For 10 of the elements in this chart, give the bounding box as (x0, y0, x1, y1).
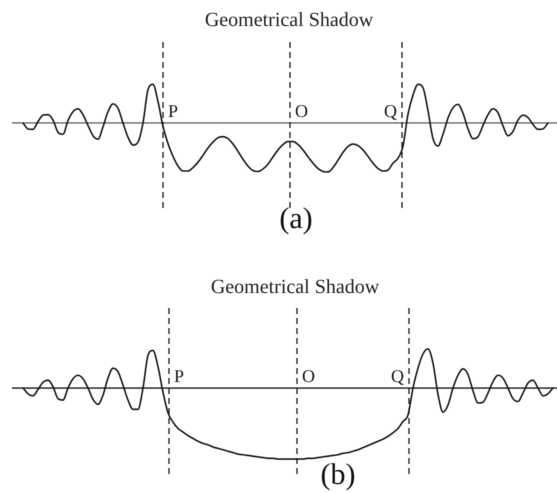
annotation: Q (384, 100, 397, 121)
chart-title: Geometrical Shadow (210, 275, 380, 299)
x-axis-title: (a) (279, 202, 313, 236)
x-axis-title: (b) (320, 458, 356, 492)
annotation: Q (391, 366, 404, 386)
annotation: O (295, 100, 308, 121)
annotation: O (302, 366, 315, 386)
annotation: P (168, 100, 178, 121)
annotation: P (174, 366, 184, 386)
chart-title: Geometrical Shadow (204, 8, 374, 32)
